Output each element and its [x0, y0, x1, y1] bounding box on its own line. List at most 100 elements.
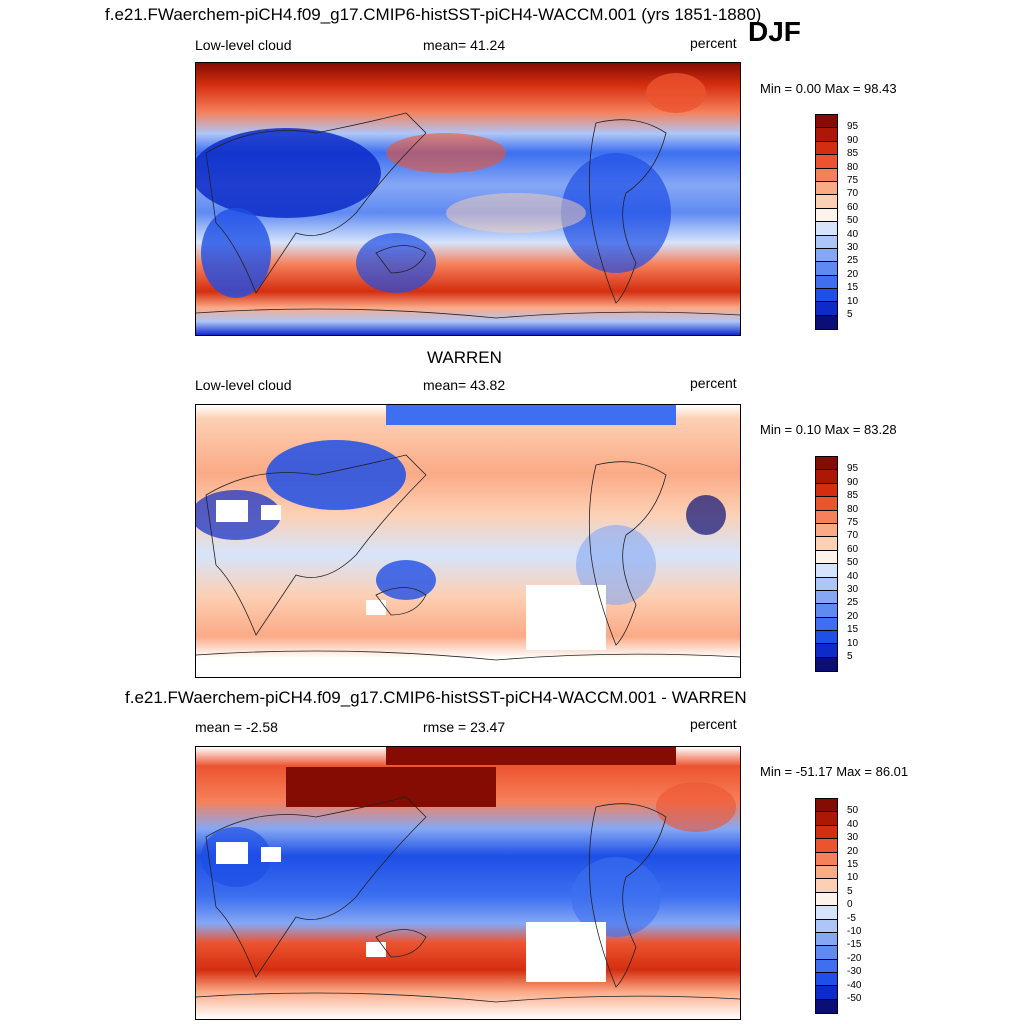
- colorbar-tick-label: 95: [847, 121, 859, 133]
- panel3-colorbar: [815, 798, 838, 1015]
- colorbar-swatch: [816, 617, 837, 632]
- panel2-map-field: [196, 405, 740, 677]
- colorbar-tick-label: 40: [847, 228, 859, 240]
- panel3-title: f.e21.FWaerchem-piCH4.f09_g17.CMIP6-hist…: [125, 688, 747, 707]
- colorbar-tick-label: 15: [847, 624, 859, 636]
- panel1-map: [195, 62, 741, 336]
- colorbar-swatch: [816, 946, 837, 960]
- colorbar-tick-label: 70: [847, 188, 859, 200]
- colorbar-tick-label: -10: [847, 926, 862, 937]
- colorbar-tick-label: 80: [847, 503, 859, 515]
- figure-title: f.e21.FWaerchem-piCH4.f09_g17.CMIP6-hist…: [105, 5, 762, 24]
- colorbar-swatch: [816, 839, 837, 853]
- colorbar-swatch: [816, 457, 837, 471]
- colorbar-tick-label: 15: [847, 282, 859, 294]
- colorbar-tick-label: 5: [847, 309, 853, 320]
- colorbar-swatch: [816, 959, 837, 974]
- colorbar-tick-label: -30: [847, 966, 862, 978]
- colorbar-tick-label: -5: [847, 912, 856, 924]
- colorbar-tick-label: 30: [847, 242, 859, 253]
- colorbar-tick-label: 90: [847, 476, 859, 488]
- colorbar-swatch: [816, 315, 837, 330]
- colorbar-tick-label: 60: [847, 543, 859, 555]
- colorbar-swatch: [816, 289, 837, 303]
- colorbar-swatch: [816, 657, 837, 672]
- panel2-title: WARREN: [427, 348, 502, 367]
- colorbar-tick-label: 25: [847, 255, 859, 267]
- colorbar-tick-label: 70: [847, 530, 859, 542]
- colorbar-tick-label: 90: [847, 134, 859, 146]
- colorbar-swatch: [816, 852, 837, 866]
- colorbar-tick-label: 25: [847, 597, 859, 609]
- colorbar-swatch: [816, 302, 837, 316]
- colorbar-swatch: [816, 825, 837, 840]
- colorbar-swatch: [816, 919, 837, 933]
- colorbar-tick-label: 30: [847, 832, 859, 844]
- colorbar-swatch: [816, 865, 837, 880]
- colorbar-swatch: [816, 799, 837, 813]
- colorbar-swatch: [816, 248, 837, 263]
- colorbar-swatch: [816, 262, 837, 276]
- colorbar-tick-label: 5: [847, 885, 853, 897]
- colorbar-tick-label: -40: [847, 979, 862, 991]
- colorbar-tick-label: 75: [847, 517, 859, 528]
- colorbar-swatch: [816, 879, 837, 893]
- colorbar-swatch: [816, 155, 837, 169]
- colorbar-tick-label: -15: [847, 939, 862, 951]
- colorbar-swatch: [816, 208, 837, 223]
- panel1-left-label: Low-level cloud: [195, 37, 292, 53]
- panel1-minmax: Min = 0.00 Max = 98.43: [760, 81, 897, 96]
- colorbar-swatch: [816, 181, 837, 196]
- colorbar-tick-label: 10: [847, 295, 859, 307]
- season-label: DJF: [748, 16, 801, 47]
- colorbar-swatch: [816, 115, 837, 129]
- colorbar-swatch: [816, 483, 837, 498]
- panel1-units-label: percent: [690, 35, 737, 51]
- colorbar-tick-label: 50: [847, 805, 859, 817]
- colorbar-swatch: [816, 999, 837, 1014]
- colorbar-tick-label: 20: [847, 610, 859, 622]
- panel3-units-label: percent: [690, 716, 737, 732]
- panel2-minmax: Min = 0.10 Max = 83.28: [760, 422, 897, 437]
- colorbar-tick-label: 80: [847, 161, 859, 173]
- colorbar-swatch: [816, 973, 837, 987]
- colorbar-swatch: [816, 128, 837, 142]
- panel3-rmse-label: rmse = 23.47: [423, 719, 506, 735]
- colorbar-tick-label: 10: [847, 872, 859, 884]
- colorbar-swatch: [816, 631, 837, 645]
- panel2-mean-label: mean= 43.82: [423, 377, 506, 393]
- colorbar-swatch: [816, 537, 837, 551]
- colorbar-tick-label: 20: [847, 845, 859, 857]
- colorbar-swatch: [816, 932, 837, 947]
- colorbar-tick-label: 60: [847, 201, 859, 213]
- colorbar-tick-label: 20: [847, 268, 859, 280]
- colorbar-tick-label: -50: [847, 993, 862, 1004]
- panel2-units-label: percent: [690, 375, 737, 391]
- colorbar-swatch: [816, 523, 837, 538]
- colorbar-swatch: [816, 275, 837, 290]
- colorbar-swatch: [816, 141, 837, 156]
- colorbar-tick-label: 0: [847, 899, 853, 911]
- colorbar-swatch: [816, 195, 837, 209]
- panel1-colorbar: [815, 114, 838, 331]
- colorbar-swatch: [816, 564, 837, 578]
- colorbar-tick-label: 30: [847, 584, 859, 595]
- colorbar-swatch: [816, 577, 837, 591]
- colorbar-tick-label: 40: [847, 570, 859, 582]
- colorbar-swatch: [816, 906, 837, 920]
- panel2-colorbar: [815, 456, 838, 673]
- colorbar-swatch: [816, 812, 837, 826]
- colorbar-swatch: [816, 986, 837, 1000]
- panel2-left-label: Low-level cloud: [195, 377, 292, 393]
- panel1-mean-label: mean= 41.24: [423, 37, 506, 53]
- colorbar-swatch: [816, 590, 837, 605]
- colorbar-tick-label: 85: [847, 148, 859, 160]
- colorbar-tick-label: -20: [847, 952, 862, 964]
- panel2-map: [195, 404, 741, 678]
- panel3-minmax: Min = -51.17 Max = 86.01: [760, 764, 909, 779]
- panel3-mean-label: mean = -2.58: [195, 719, 278, 735]
- colorbar-tick-label: 85: [847, 490, 859, 502]
- panel3-map-field: [196, 747, 740, 1019]
- colorbar-tick-label: 5: [847, 651, 853, 662]
- colorbar-swatch: [816, 892, 837, 907]
